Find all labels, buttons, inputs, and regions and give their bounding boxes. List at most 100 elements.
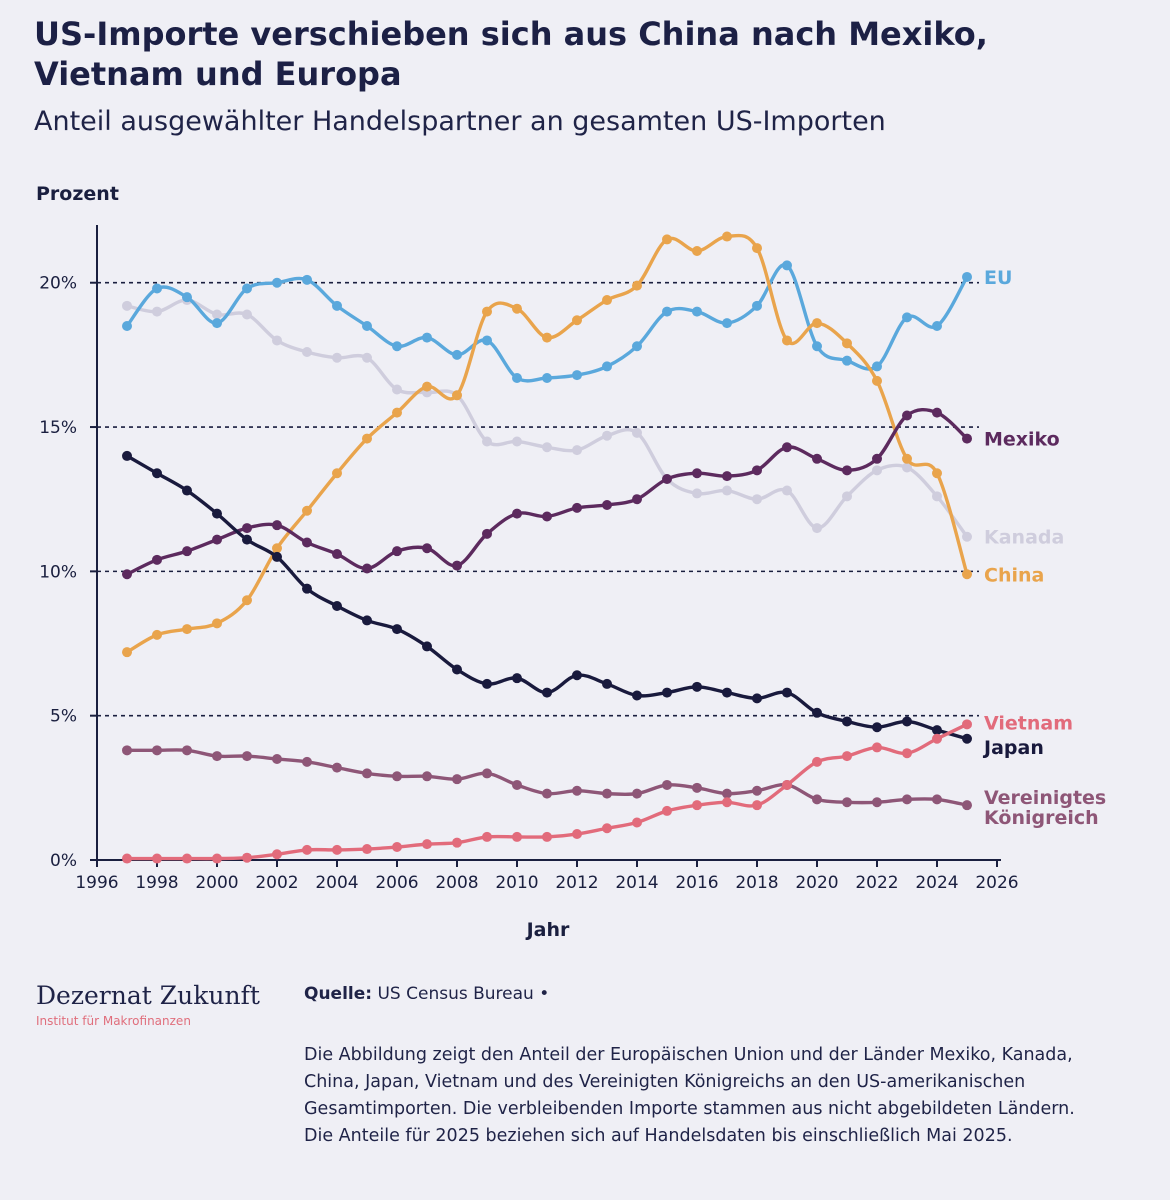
data-point-mexiko [242,523,252,534]
data-point-vereinigtes-k-nigreich [602,788,612,799]
data-point-mexiko [512,508,522,519]
series-label-line: Vereinigtes [984,787,1106,809]
data-point-japan [272,551,282,562]
data-point-vietnam [632,817,642,828]
data-point-china [182,624,192,635]
data-point-vietnam [722,797,732,808]
x-tick-label: 2018 [735,873,778,893]
data-point-vietnam [392,842,402,853]
data-point-china [242,595,252,606]
data-point-vietnam [242,852,252,863]
data-point-mexiko [752,465,762,476]
series-label-line: Königreich [984,807,1099,829]
data-point-vietnam [182,853,192,864]
data-point-eu [692,306,702,317]
data-point-vietnam [422,839,432,850]
series-label-eu: EU [984,267,1012,289]
data-point-vietnam [962,719,972,730]
y-axis-label: Prozent [36,183,119,205]
data-point-japan [362,615,372,626]
data-point-china [332,468,342,479]
data-point-eu [272,277,282,288]
data-point-china [452,390,462,401]
data-point-china [632,280,642,291]
data-point-japan [482,678,492,689]
data-point-kanada [932,491,942,502]
data-point-japan [302,583,312,594]
data-point-vereinigtes-k-nigreich [272,753,282,764]
data-point-kanada [512,436,522,447]
x-tick-label: 2012 [555,873,598,893]
data-point-japan [722,687,732,698]
data-point-vietnam [842,751,852,762]
data-point-china [752,243,762,254]
data-point-kanada [752,494,762,505]
data-point-kanada [632,427,642,438]
data-point-mexiko [962,433,972,444]
data-point-eu [542,372,552,383]
data-point-eu [242,283,252,294]
data-point-japan [122,450,132,461]
data-point-vereinigtes-k-nigreich [632,788,642,799]
data-point-vereinigtes-k-nigreich [572,785,582,796]
x-tick-label: 1998 [135,873,178,893]
data-point-vereinigtes-k-nigreich [932,794,942,805]
data-point-japan [512,673,522,684]
data-point-china [272,543,282,554]
data-point-vereinigtes-k-nigreich [332,762,342,773]
data-point-japan [632,690,642,701]
data-point-vietnam [782,779,792,790]
data-point-kanada [692,488,702,499]
series-label-line: EU [984,267,1012,289]
data-point-eu [212,318,222,329]
data-point-eu [482,335,492,346]
data-point-japan [842,716,852,727]
data-point-eu [392,341,402,352]
data-point-eu [332,300,342,311]
x-tick-label: 2026 [975,873,1018,893]
data-point-eu [782,260,792,271]
data-point-eu [902,312,912,323]
data-point-china [542,332,552,343]
x-tick-label: 2010 [495,873,538,893]
y-tick-label: 0% [50,851,77,871]
data-point-eu [182,292,192,303]
data-point-mexiko [362,563,372,574]
gridlines [97,281,979,717]
data-point-japan [812,707,822,718]
data-point-eu [932,321,942,332]
data-point-japan [152,468,162,479]
data-point-japan [662,687,672,698]
data-point-mexiko [302,537,312,548]
series-label-line: Japan [982,737,1044,759]
series-label-kanada: Kanada [984,527,1064,549]
x-axis-label: Jahr [525,919,570,941]
data-point-china [152,629,162,640]
data-point-vereinigtes-k-nigreich [542,788,552,799]
data-point-vietnam [872,742,882,753]
data-point-kanada [902,462,912,473]
data-point-vietnam [572,829,582,840]
data-point-mexiko [182,546,192,557]
data-point-china [512,303,522,314]
data-point-mexiko [602,499,612,510]
data-point-kanada [362,352,372,363]
data-point-eu [122,321,132,332]
data-point-mexiko [572,502,582,513]
data-point-kanada [272,335,282,346]
data-point-vietnam [452,837,462,848]
y-tick-label: 15% [39,418,77,438]
data-point-vietnam [482,831,492,842]
line-chart: Prozent Jahr 0% 5% 10% 15% 20% 1996 1998 2000 20… [36,183,1106,941]
x-tick-label: 2008 [435,873,478,893]
data-point-eu [422,332,432,343]
data-point-kanada [542,442,552,453]
data-point-eu [362,321,372,332]
data-point-mexiko [722,471,732,482]
data-point-eu [632,341,642,352]
data-point-kanada [812,523,822,534]
data-point-japan [902,716,912,727]
y-tick-label: 5% [50,707,77,727]
data-point-china [722,231,732,242]
data-point-japan [932,725,942,736]
